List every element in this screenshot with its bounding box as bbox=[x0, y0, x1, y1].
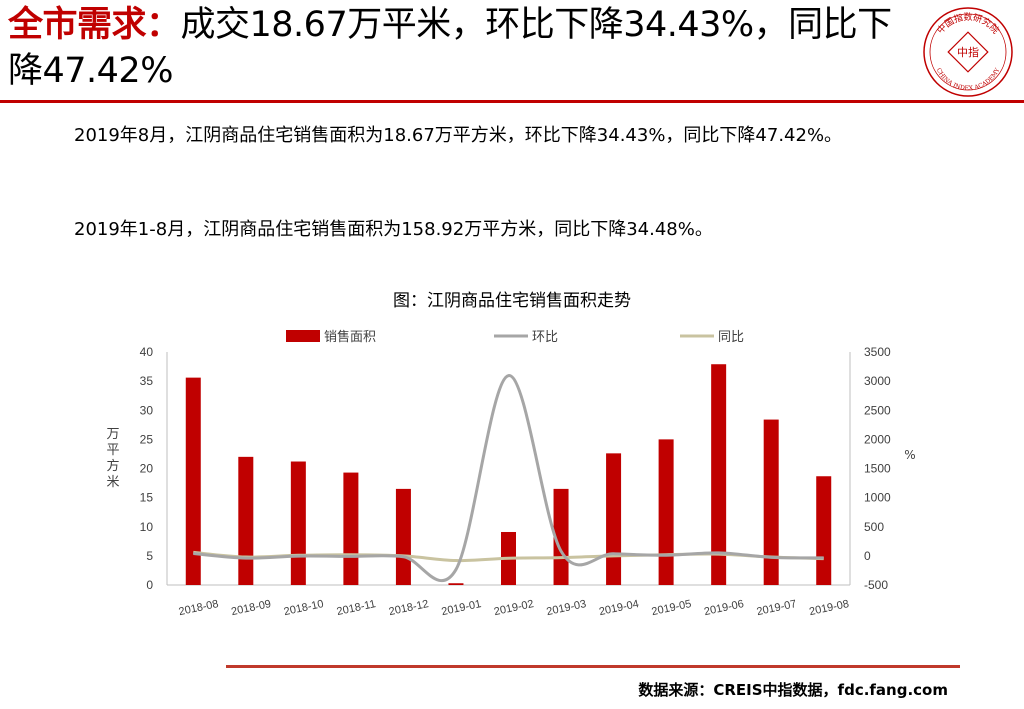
footer-divider bbox=[226, 665, 960, 668]
line-mom bbox=[193, 374, 824, 583]
china-index-academy-seal-icon: 中国指数研究院 CHINA INDEX ACADEMY 中指 bbox=[923, 7, 1013, 97]
x-tick-label: 2018-10 bbox=[283, 598, 325, 618]
x-tick-label: 2018-09 bbox=[230, 598, 272, 618]
y-tick-label-right: 0 bbox=[864, 549, 871, 563]
summary-paragraph-ytd: 2019年1-8月，江阴商品住宅销售面积为158.92万平方米，同比下降34.4… bbox=[74, 219, 713, 240]
bar-sales-area bbox=[185, 377, 201, 585]
y-tick-label-left: 0 bbox=[146, 578, 153, 592]
x-tick-label: 2019-05 bbox=[650, 598, 692, 618]
x-tick-label: 2018-08 bbox=[178, 598, 220, 618]
x-tick-label: 2019-04 bbox=[598, 598, 640, 618]
x-tick-label: 2018-12 bbox=[388, 598, 430, 618]
y-tick-label-right: 500 bbox=[864, 520, 884, 534]
x-tick-label: 2019-01 bbox=[440, 598, 482, 618]
bar-sales-area bbox=[343, 472, 359, 585]
y-tick-label-left: 25 bbox=[140, 432, 154, 446]
x-tick-label: 2019-08 bbox=[808, 598, 850, 618]
y-tick-label-right: 3000 bbox=[864, 374, 891, 388]
x-tick-label: 2019-02 bbox=[493, 598, 535, 618]
y-axis-label-left-char: 平 bbox=[106, 443, 119, 458]
y-axis-label-right: % bbox=[904, 448, 915, 462]
y-tick-label-left: 35 bbox=[140, 374, 154, 388]
chart-title: 图：江阴商品住宅销售面积走势 bbox=[393, 291, 631, 311]
bar-sales-area bbox=[553, 488, 569, 585]
bar-sales-area bbox=[395, 488, 411, 585]
data-source: 数据来源：CREIS中指数据，fdc.fang.com bbox=[638, 681, 948, 699]
bar-sales-area bbox=[711, 364, 727, 585]
y-tick-label-right: 1500 bbox=[864, 462, 891, 476]
page-title-text: 成交18.67万平米，环比下降34.43%，同比下降47.42% bbox=[8, 5, 892, 91]
y-tick-label-right: 1000 bbox=[864, 491, 891, 505]
y-axis-label-left-char: 方 bbox=[106, 458, 119, 474]
title-divider bbox=[0, 100, 1024, 103]
y-tick-label-left: 5 bbox=[146, 549, 153, 563]
bar-sales-area bbox=[238, 456, 254, 585]
y-tick-label-left: 10 bbox=[140, 520, 154, 534]
x-tick-label: 2019-07 bbox=[756, 598, 798, 618]
page-title-emphasis: 全市需求： bbox=[8, 5, 181, 45]
y-tick-label-left: 20 bbox=[140, 462, 154, 476]
y-tick-label-right: 2000 bbox=[864, 432, 891, 446]
bar-sales-area bbox=[448, 583, 464, 585]
y-tick-label-left: 15 bbox=[140, 491, 154, 505]
x-tick-label: 2019-06 bbox=[703, 598, 745, 618]
legend-swatch-sales-area bbox=[286, 330, 320, 342]
legend-label-mom: 环比 bbox=[532, 330, 558, 345]
x-tick-label: 2018-11 bbox=[336, 598, 377, 618]
y-tick-label-right: 2500 bbox=[864, 403, 891, 417]
y-axis-label-left-char: 万 bbox=[106, 427, 119, 442]
y-axis-label-left-char: 米 bbox=[106, 475, 119, 490]
legend-label-yoy: 同比 bbox=[718, 330, 744, 345]
legend-label-sales-area: 销售面积 bbox=[324, 329, 376, 345]
x-tick-label: 2019-03 bbox=[545, 598, 587, 618]
bar-sales-area bbox=[816, 476, 832, 585]
page-title: 全市需求：成交18.67万平米，环比下降34.43%，同比下降47.42% bbox=[8, 2, 908, 94]
bar-sales-area bbox=[606, 453, 622, 585]
y-tick-label-left: 40 bbox=[140, 345, 154, 359]
y-tick-label-right: 3500 bbox=[864, 345, 891, 359]
bar-sales-area bbox=[763, 419, 779, 585]
y-tick-label-left: 30 bbox=[140, 403, 154, 417]
logo-center-text: 中指 bbox=[957, 45, 979, 59]
bar-sales-area bbox=[290, 461, 306, 585]
bar-sales-area bbox=[658, 439, 674, 585]
y-tick-label-right: -500 bbox=[864, 578, 888, 592]
summary-paragraph-monthly: 2019年8月，江阴商品住宅销售面积为18.67万平方米，环比下降34.43%，… bbox=[74, 125, 843, 146]
